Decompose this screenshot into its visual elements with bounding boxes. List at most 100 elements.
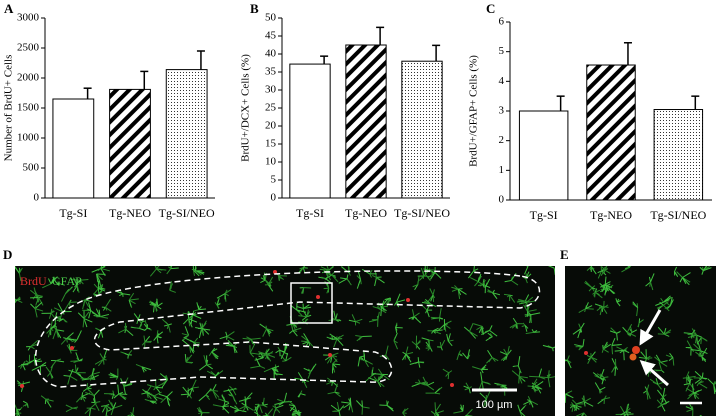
glia xyxy=(662,387,666,398)
bar xyxy=(289,63,331,199)
glia xyxy=(463,326,470,332)
cell xyxy=(273,270,277,274)
glia xyxy=(266,350,274,356)
glia xyxy=(88,310,92,319)
glia xyxy=(331,335,334,340)
glia xyxy=(86,388,91,392)
glia xyxy=(395,293,401,303)
zoom-box xyxy=(290,282,333,324)
glia xyxy=(275,404,284,409)
glia xyxy=(142,388,148,394)
glia xyxy=(522,322,526,326)
glia xyxy=(530,400,539,406)
glia xyxy=(100,267,111,272)
glia xyxy=(713,384,716,393)
glia xyxy=(188,316,194,320)
glia xyxy=(446,333,449,342)
glia xyxy=(16,412,18,416)
glia xyxy=(122,293,131,296)
glia xyxy=(208,351,213,357)
glia xyxy=(89,408,92,416)
glia xyxy=(22,364,26,371)
glia xyxy=(49,372,53,380)
glia xyxy=(93,395,96,403)
bar xyxy=(586,64,636,201)
glia xyxy=(430,294,434,302)
glia xyxy=(464,387,470,391)
glia xyxy=(682,377,687,379)
glia xyxy=(222,401,226,411)
glia xyxy=(447,333,451,342)
glia xyxy=(149,268,157,277)
bar xyxy=(345,44,387,199)
glia xyxy=(655,378,659,385)
glia xyxy=(336,334,344,340)
glia xyxy=(154,266,157,270)
y-tick-label: 1 xyxy=(499,164,505,176)
glia xyxy=(47,278,52,284)
glia xyxy=(21,381,31,385)
glia xyxy=(81,396,86,402)
glia xyxy=(663,333,670,337)
glia xyxy=(22,403,28,407)
glia xyxy=(143,335,146,343)
glia xyxy=(25,360,30,364)
glia xyxy=(331,274,339,283)
glia xyxy=(429,339,434,342)
glia xyxy=(84,299,90,308)
glia xyxy=(334,391,340,394)
glia xyxy=(73,360,80,363)
glia xyxy=(688,392,694,397)
glia xyxy=(81,395,87,399)
glia xyxy=(519,406,526,412)
glia xyxy=(377,307,387,314)
glia xyxy=(277,398,285,403)
glia xyxy=(685,371,690,378)
glia xyxy=(694,370,703,379)
glia xyxy=(509,294,513,297)
glia xyxy=(572,399,577,405)
glia xyxy=(685,406,694,410)
glia xyxy=(182,318,189,325)
glia xyxy=(260,277,266,281)
glia xyxy=(34,301,43,310)
glia xyxy=(616,333,618,341)
glia xyxy=(254,357,264,361)
glia xyxy=(700,350,704,357)
glia xyxy=(499,351,508,356)
glia xyxy=(702,266,707,271)
glia xyxy=(262,349,268,359)
glia xyxy=(155,386,164,389)
y-tick-label: 2 xyxy=(499,134,505,146)
glia xyxy=(280,351,286,360)
glia xyxy=(76,330,82,340)
glia xyxy=(687,334,697,338)
glia xyxy=(524,325,528,332)
glia xyxy=(340,277,348,280)
glia xyxy=(144,398,151,402)
bar xyxy=(165,69,208,199)
glia xyxy=(262,328,268,337)
glia xyxy=(448,339,454,342)
glia xyxy=(447,340,453,347)
glia xyxy=(74,279,81,288)
glia xyxy=(402,407,409,414)
glia xyxy=(60,338,67,345)
glia xyxy=(527,311,532,319)
glia xyxy=(457,288,462,296)
glia xyxy=(479,392,487,400)
glia xyxy=(50,320,53,330)
glia xyxy=(191,268,196,272)
glia xyxy=(480,371,483,382)
glia xyxy=(224,289,232,295)
glia xyxy=(687,392,694,400)
glia xyxy=(69,302,71,308)
glia xyxy=(286,323,294,326)
glia xyxy=(194,309,199,312)
glia xyxy=(594,291,603,299)
glia xyxy=(415,341,421,346)
glia xyxy=(46,328,51,334)
glia xyxy=(519,375,528,379)
glia xyxy=(573,403,577,412)
glia xyxy=(472,366,482,371)
